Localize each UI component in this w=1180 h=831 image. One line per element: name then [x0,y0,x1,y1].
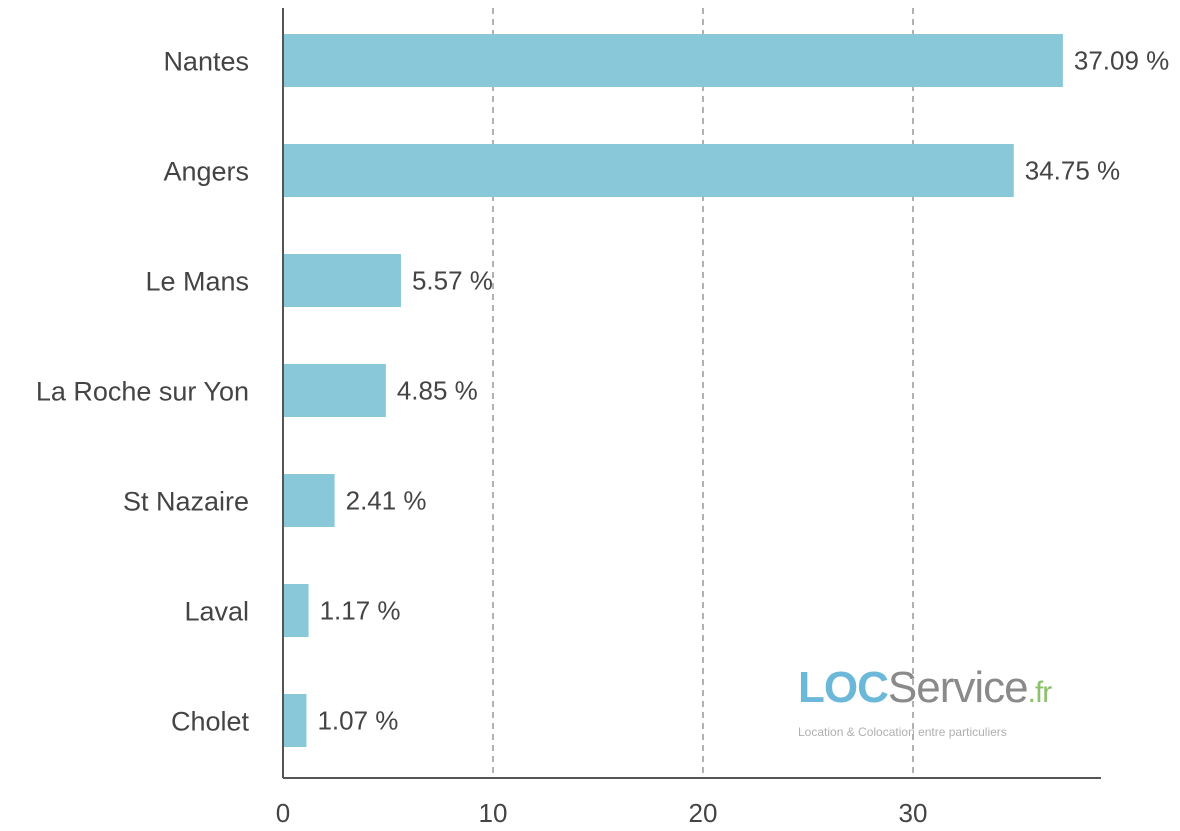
category-labels: Nantes Angers Le Mans La Roche sur Yon St Na… [36,47,250,737]
category-label: Laval [184,597,249,627]
value-label: 37.09 % [1074,46,1169,76]
locservice-logo: LOCService.fr Location & Colocation entr… [798,664,1098,740]
x-tick-label: 10 [479,798,508,828]
category-label: Le Mans [145,267,249,297]
category-label: Nantes [163,47,249,77]
category-label: Angers [163,157,249,187]
value-label: 5.57 % [412,266,493,296]
category-label: St Nazaire [123,487,249,517]
logo-fr-text: .fr [1027,676,1053,709]
bar [284,34,1063,87]
logo-service-text: Service [887,663,1029,712]
category-label: La Roche sur Yon [36,377,249,407]
bar [284,364,386,417]
bar [284,584,309,637]
logo-tagline: Location & Colocation entre particuliers [798,725,1007,739]
value-label: 4.85 % [397,376,478,406]
bar [284,474,335,527]
value-label: 1.07 % [317,706,398,736]
x-tick-label: 30 [899,798,928,828]
bar [284,694,307,747]
value-label: 2.41 % [346,486,427,516]
x-axis-ticks: 0 10 20 30 [276,798,928,828]
logo-loc-text: LOC [798,663,889,712]
x-tick-label: 20 [689,798,718,828]
value-labels: 37.09 % 34.75 % 5.57 % 4.85 % 2.41 % 1.17 % 1.… [317,46,1169,736]
bar [284,254,401,307]
bar [284,144,1014,197]
grid-lines [492,8,914,778]
category-label: Cholet [171,707,250,737]
x-tick-label: 0 [276,798,290,828]
logo-wordmark: LOCService.fr [798,664,1098,717]
value-label: 1.17 % [320,596,401,626]
bars [284,34,1063,747]
value-label: 34.75 % [1025,156,1120,186]
